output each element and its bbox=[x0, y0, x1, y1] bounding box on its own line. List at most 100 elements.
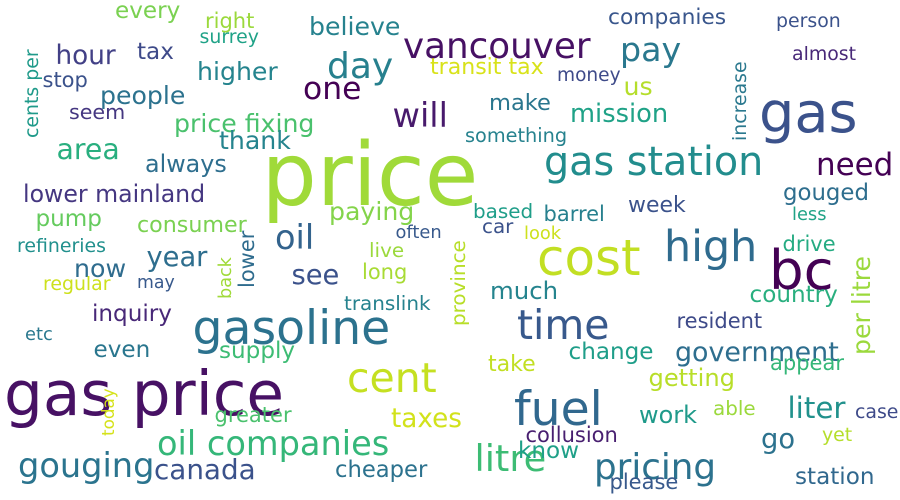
word-refineries: refineries bbox=[17, 234, 106, 257]
word-may: may bbox=[137, 273, 175, 294]
word-collusion: collusion bbox=[525, 422, 618, 447]
word-litre: litre bbox=[474, 436, 547, 480]
word-pay: pay bbox=[620, 30, 682, 70]
word-appear: appear bbox=[770, 350, 844, 375]
word-day: day bbox=[327, 45, 394, 87]
word-area: area bbox=[56, 133, 120, 167]
word-one: one bbox=[303, 70, 362, 107]
word-province: province bbox=[445, 240, 470, 326]
word-mission: mission bbox=[570, 98, 669, 129]
word-transit-tax: transit tax bbox=[430, 54, 544, 80]
word-thank: thank bbox=[219, 126, 291, 155]
word-every: every bbox=[115, 0, 181, 24]
word-government: government bbox=[675, 336, 839, 368]
word-translink: translink bbox=[344, 290, 431, 315]
word-less: less bbox=[792, 203, 827, 225]
word-oil-companies: oil companies bbox=[157, 423, 390, 463]
word-fuel: fuel bbox=[514, 381, 603, 437]
word-us: us bbox=[623, 72, 653, 101]
word-right: right bbox=[205, 8, 255, 33]
word-car: car bbox=[482, 213, 514, 238]
word-greater: greater bbox=[214, 402, 292, 427]
word-inquiry: inquiry bbox=[92, 300, 172, 327]
word-surrey: surrey bbox=[199, 25, 259, 48]
word-canada: canada bbox=[154, 453, 256, 487]
word-often: often bbox=[395, 221, 442, 243]
word-resident: resident bbox=[676, 308, 763, 333]
word-please: please bbox=[609, 469, 679, 494]
word-change: change bbox=[568, 338, 654, 365]
word-able: able bbox=[713, 395, 756, 420]
word-hour: hour bbox=[55, 41, 116, 72]
word-go: go bbox=[761, 424, 796, 456]
word-increase: increase bbox=[728, 60, 751, 141]
word-money: money bbox=[557, 65, 621, 87]
word-see: see bbox=[291, 260, 340, 292]
word-know: know bbox=[518, 437, 580, 464]
word-long: long bbox=[362, 259, 408, 284]
word-based: based bbox=[473, 198, 534, 223]
word-etc: etc bbox=[25, 323, 53, 345]
word-gasoline: gasoline bbox=[192, 300, 391, 356]
word-oil: oil bbox=[275, 217, 315, 257]
word-price-fixing: price fixing bbox=[174, 109, 315, 138]
word-high: high bbox=[664, 222, 758, 273]
word-almost: almost bbox=[792, 42, 857, 65]
word-seem: seem bbox=[69, 99, 126, 124]
word-now: now bbox=[74, 253, 127, 283]
word-year: year bbox=[146, 242, 208, 274]
word-station: station bbox=[795, 463, 875, 490]
word-look: look bbox=[524, 222, 562, 244]
word-need: need bbox=[816, 146, 894, 183]
word-liter: liter bbox=[787, 391, 846, 426]
word-bc: bc bbox=[769, 237, 834, 302]
word-gas-station: gas station bbox=[544, 139, 764, 186]
word-cent: cent bbox=[347, 353, 437, 402]
word-lower: lower bbox=[234, 230, 259, 288]
word-gouged: gouged bbox=[783, 179, 869, 206]
word-consumer: consumer bbox=[137, 212, 247, 239]
word-cost: cost bbox=[537, 229, 641, 287]
word-getting: getting bbox=[648, 363, 735, 392]
word-price: price bbox=[261, 123, 479, 226]
word-always: always bbox=[145, 150, 227, 179]
word-vancouver: vancouver bbox=[403, 25, 591, 67]
word-taxes: taxes bbox=[391, 404, 462, 435]
word-gas-price: gas price bbox=[4, 358, 285, 430]
word-case: case bbox=[855, 400, 899, 423]
word-tax: tax bbox=[137, 38, 174, 65]
word-take: take bbox=[488, 351, 536, 377]
word-paying: paying bbox=[329, 197, 415, 226]
word-live: live bbox=[369, 237, 405, 262]
word-something: something bbox=[465, 123, 568, 147]
word-cheaper: cheaper bbox=[335, 457, 428, 484]
word-pricing: pricing bbox=[594, 446, 717, 488]
word-work: work bbox=[639, 401, 697, 430]
word-gouging: gouging bbox=[18, 445, 155, 485]
word-time: time bbox=[517, 300, 610, 349]
word-barrel: barrel bbox=[543, 201, 605, 226]
word-lower-mainland: lower mainland bbox=[23, 179, 206, 208]
word-will: will bbox=[392, 95, 448, 135]
word-make: make bbox=[489, 89, 551, 116]
word-yet: yet bbox=[822, 423, 853, 446]
word-today: today bbox=[97, 387, 118, 436]
word-person: person bbox=[776, 9, 841, 32]
word-people: people bbox=[100, 81, 186, 110]
word-gas: gas bbox=[759, 80, 858, 146]
word-drive: drive bbox=[782, 231, 836, 256]
word-companies: companies bbox=[608, 4, 727, 30]
word-higher: higher bbox=[197, 57, 278, 86]
word-pump: pump bbox=[35, 205, 102, 232]
word-cents-per: cents per bbox=[20, 49, 43, 138]
word-much: much bbox=[490, 275, 559, 305]
word-believe: believe bbox=[309, 12, 401, 41]
word-back: back bbox=[216, 257, 236, 299]
word-week: week bbox=[628, 193, 686, 219]
word-stop: stop bbox=[42, 67, 88, 92]
word-even: even bbox=[93, 336, 151, 363]
word-country: country bbox=[749, 281, 838, 308]
word-per-litre: per litre bbox=[846, 255, 876, 355]
word-supply: supply bbox=[219, 337, 296, 364]
